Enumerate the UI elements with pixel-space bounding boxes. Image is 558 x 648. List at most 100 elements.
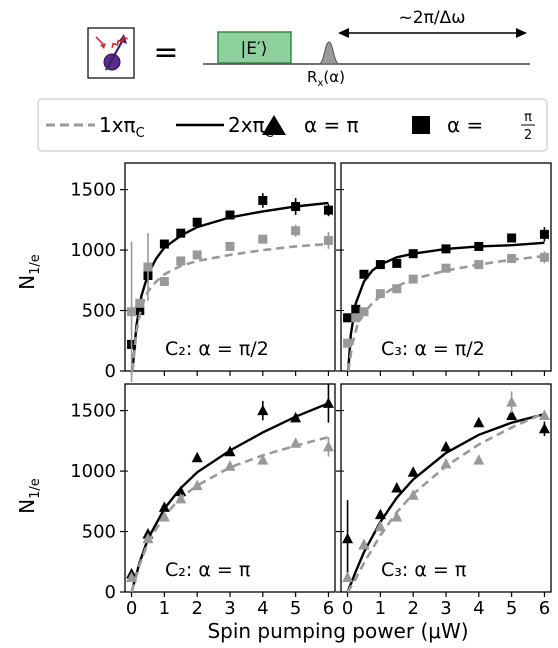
data-point-triangle — [158, 501, 170, 512]
data-point-triangle — [158, 511, 170, 522]
panel-top-left: 0 500 1000 1500 C₂: α = π/2 — [70, 162, 336, 382]
x-tick-label: 1 — [159, 598, 170, 619]
data-point-square — [408, 274, 418, 284]
data-point-triangle — [506, 396, 518, 407]
data-point-triangle — [440, 457, 452, 469]
y-tick-label: 1500 — [70, 180, 116, 201]
pulse-sequence-header: = |E′⟩ Rx(α) ~2π/Δω — [87, 8, 530, 89]
panel-annotation: C₂: α = π — [165, 559, 250, 581]
spin-icon — [87, 27, 135, 79]
data-point-square — [258, 234, 268, 244]
data-point-triangle — [407, 466, 419, 477]
data-point-triangle — [506, 409, 518, 420]
x-tick-label: 5 — [290, 598, 301, 619]
data-point-square — [375, 260, 385, 270]
data-point-square — [539, 229, 549, 239]
x-tick-label: 3 — [224, 598, 235, 619]
legend-box — [37, 98, 548, 152]
data-point-triangle — [538, 422, 550, 434]
panel-bottom-left: 0 500 1000 1500 0 1 2 3 4 5 6 C₂: α = π — [70, 383, 336, 619]
y-tick-label: 500 — [82, 301, 116, 322]
data-point-square — [258, 195, 268, 205]
rotation-label: Rx(α) — [307, 68, 345, 89]
data-point-triangle — [391, 511, 403, 522]
data-point-triangle — [257, 454, 269, 465]
data-point-triangle — [224, 445, 236, 457]
data-point-triangle — [440, 440, 452, 452]
y-tick-label: 0 — [105, 361, 116, 382]
fit-line-1x — [130, 435, 329, 593]
data-point-square — [474, 241, 484, 251]
legend-label-1x: 1xπC — [99, 113, 145, 141]
data-point-triangle — [538, 409, 550, 420]
panel-annotation: C₃: α = π/2 — [381, 338, 485, 360]
data-point-triangle — [391, 482, 403, 493]
data-point-square — [291, 202, 301, 212]
data-point-square — [192, 217, 202, 227]
data-point-square — [441, 263, 451, 273]
data-point-triangle — [473, 454, 485, 465]
data-point-triangle — [374, 520, 386, 532]
data-point-square — [392, 258, 402, 268]
x-tick-label: 6 — [323, 598, 334, 619]
panel-bottom-right: 0 1 2 3 4 5 6 C₃: α = π — [336, 383, 552, 619]
data-point-triangle — [290, 437, 302, 448]
data-point-square — [507, 233, 517, 243]
fit-line-1x — [346, 411, 545, 593]
x-tick-label: 1 — [375, 598, 386, 619]
delay-label: ~2π/Δω — [399, 8, 466, 28]
excitation-pulse — [217, 31, 292, 64]
excitation-pulse-label: |E′⟩ — [241, 39, 268, 59]
panel-annotation: C₃: α = π — [381, 559, 466, 581]
x-tick-label: 0 — [126, 598, 137, 619]
x-tick-label: 4 — [473, 598, 484, 619]
data-point-square — [351, 313, 361, 323]
x-tick-label: 3 — [440, 598, 451, 619]
data-point-triangle — [322, 397, 334, 408]
fit-line-1x — [346, 254, 545, 372]
data-point-square — [225, 210, 235, 220]
data-point-triangle — [175, 492, 187, 504]
y-tick-label: 1500 — [70, 401, 116, 422]
legend-label-square: α = — [447, 113, 483, 137]
legend-swatch-triangle — [262, 115, 286, 135]
data-point-triangle — [342, 532, 354, 544]
x-tick-label: 2 — [191, 598, 202, 619]
data-point-triangle — [290, 411, 302, 423]
data-point-square — [176, 228, 186, 238]
data-point-square — [408, 249, 418, 259]
x-tick-label: 5 — [506, 598, 517, 619]
data-point-triangle — [358, 538, 370, 550]
data-point-square — [375, 289, 385, 299]
y-tick-label: 0 — [105, 582, 116, 603]
fit-line-2x — [346, 413, 545, 593]
legend-frac-num: π — [524, 110, 532, 125]
rotation-pulse — [318, 41, 340, 65]
data-point-square — [359, 269, 369, 279]
y-tick-label: 500 — [82, 522, 116, 543]
panel-top-right: C₃: α = π/2 — [336, 162, 552, 376]
data-point-square — [539, 252, 549, 262]
data-point-square — [143, 262, 153, 272]
fit-line-1x — [131, 242, 329, 372]
data-point-square — [392, 284, 402, 294]
data-point-triangle — [473, 416, 485, 428]
y-tick-label: 1000 — [70, 461, 116, 482]
data-point-square — [343, 313, 353, 323]
data-point-square — [291, 226, 301, 236]
data-point-square — [343, 338, 353, 348]
legend-frac-den: 2 — [524, 128, 532, 143]
data-point-square — [351, 304, 361, 314]
x-axis-label: Spin pumping power (μW) — [207, 619, 468, 643]
data-point-triangle — [142, 532, 154, 544]
legend-swatch-square — [412, 116, 430, 134]
data-point-triangle — [224, 460, 236, 471]
data-point-square — [159, 277, 169, 287]
data-point-triangle — [374, 508, 386, 520]
x-tick-label: 6 — [539, 598, 550, 619]
data-point-square — [135, 306, 145, 316]
data-point-square — [127, 307, 137, 317]
data-point-square — [159, 239, 169, 249]
y-tick-label: 1000 — [70, 240, 116, 261]
